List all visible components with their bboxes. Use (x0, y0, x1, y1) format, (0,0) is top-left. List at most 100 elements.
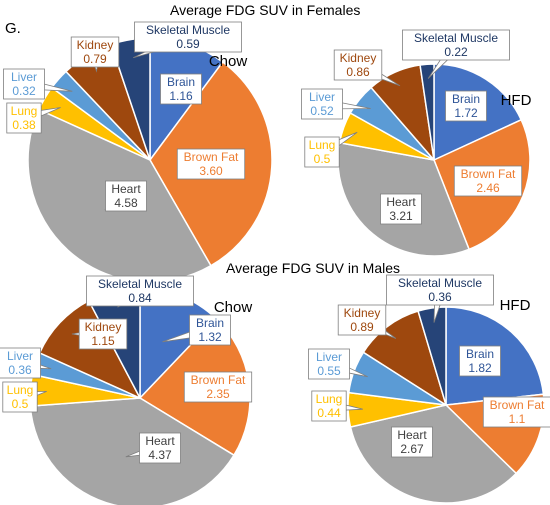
callout-box-fill (392, 427, 432, 457)
callout-box-fill (178, 149, 244, 179)
pie-slice-skeletal-muscle (419, 63, 435, 161)
callout-value: 0.5 (314, 152, 331, 166)
callout-box-fill (387, 275, 493, 305)
callout-box-fill (403, 30, 509, 60)
callout-category: Skeletal Muscle (146, 23, 230, 37)
callout-value: 1.1 (509, 412, 526, 426)
callout-box-fill (381, 194, 421, 224)
condition-label: Chow (214, 299, 253, 316)
callout-value: 0.55 (317, 364, 341, 378)
callout-box-fill (185, 372, 251, 402)
callout-value: 2.35 (206, 387, 230, 401)
callout-category: Liver (11, 70, 37, 84)
callout-value: 2.67 (400, 442, 424, 456)
callout-box-fill (161, 74, 201, 104)
callout-value: 4.37 (148, 448, 172, 462)
callout-box-fill (106, 181, 146, 211)
callout-box-fill (140, 433, 180, 463)
callout-value: 0.79 (83, 52, 107, 66)
panel-label: G. (5, 20, 21, 37)
callout-category: Liver (7, 349, 33, 363)
callout-box-fill (460, 346, 500, 376)
callout-category: Kidney (340, 51, 377, 65)
callout-category: Brown Fat (184, 150, 239, 164)
callout-value: 0.38 (12, 118, 36, 132)
callout-value: 1.32 (198, 330, 222, 344)
callout-value: 0.59 (176, 37, 200, 51)
callout-category: Skeletal Muscle (398, 276, 482, 290)
callout-value: 0.36 (8, 363, 32, 377)
callout-box-fill (339, 305, 385, 335)
callout-value: 0.32 (12, 84, 36, 98)
callout-category: Brain (167, 75, 195, 89)
callout-box-fill (3, 382, 37, 412)
callout-box-fill (135, 22, 241, 52)
callout-box-fill (190, 315, 230, 345)
callout-category: Liver (309, 90, 335, 104)
callout-category: Heart (111, 182, 141, 196)
callout-category: Kidney (344, 306, 381, 320)
callout-value: 0.86 (346, 65, 370, 79)
callout-box-fill (312, 391, 346, 421)
callout-value: 3.21 (389, 209, 413, 223)
callout-category: Heart (397, 428, 427, 442)
callout-category: Brown Fat (461, 167, 516, 181)
callout-box-fill (335, 50, 381, 80)
callout-box-fill (72, 37, 118, 67)
callout-value: 1.15 (91, 334, 115, 348)
callout-value: 0.5 (12, 397, 29, 411)
condition-label: HFD (501, 92, 532, 109)
callout-category: Heart (145, 434, 175, 448)
callout-box-fill (7, 103, 41, 133)
callout-value: 1.82 (468, 361, 492, 375)
callout-value: 0.52 (310, 104, 334, 118)
callout-value: 0.89 (350, 320, 374, 334)
callout-box-fill (302, 89, 342, 119)
callout-value: 0.44 (317, 406, 341, 420)
callout-box-fill (305, 137, 339, 167)
callout-value: 2.46 (476, 181, 500, 195)
callout-category: Kidney (85, 320, 122, 334)
callout-category: Brown Fat (191, 373, 246, 387)
callout-value: 0.22 (444, 45, 468, 59)
callout-box-fill (80, 319, 126, 349)
condition-label: HFD (500, 297, 531, 314)
callout-category: Brain (452, 92, 480, 106)
callout-category: Kidney (77, 38, 114, 52)
condition-label: Chow (209, 53, 248, 70)
callout-box-fill (484, 397, 550, 427)
callout-value: 1.16 (169, 89, 193, 103)
callout-box-fill (4, 69, 44, 99)
callout-category: Brain (196, 316, 224, 330)
pie-slice-skeletal-muscle (417, 306, 447, 406)
callout-category: Lung (309, 138, 336, 152)
callout-category: Heart (386, 195, 416, 209)
callout-box-fill (309, 349, 349, 379)
